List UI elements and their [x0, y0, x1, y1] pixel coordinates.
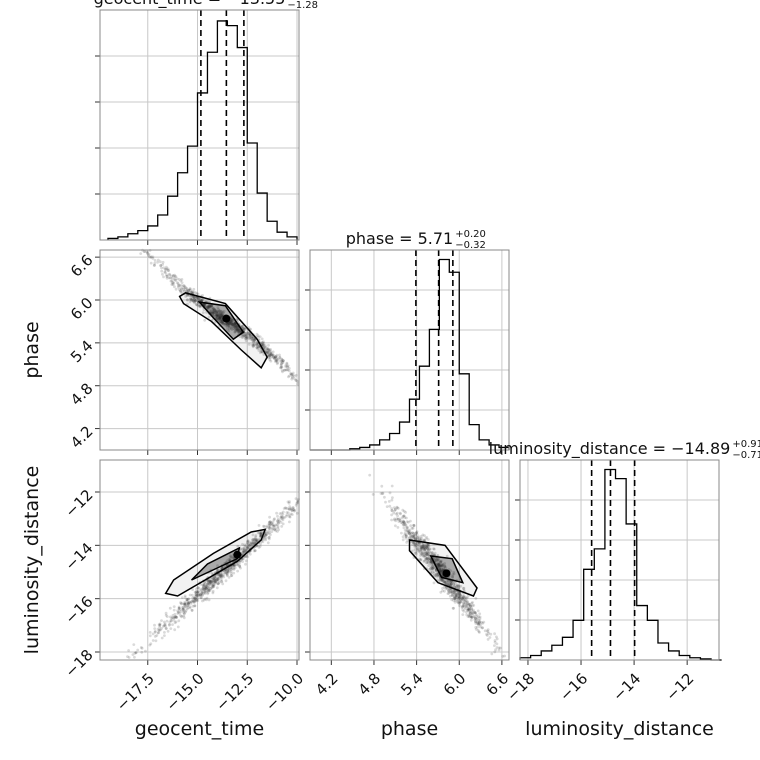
hist-geocent_time-bar-6	[168, 196, 178, 240]
hist-luminosity_distance-bar-7	[594, 549, 605, 660]
xtick-label-geocent_time-0: −17.5	[113, 670, 158, 715]
hist-geocent_time-bar-10	[207, 52, 217, 240]
hist-geocent_time-bar-2	[128, 234, 138, 240]
xtick-label-phase-2: 5.4	[397, 670, 427, 700]
hist-luminosity_distance-bar-6	[584, 569, 595, 660]
hist-phase-bar-17	[479, 440, 489, 450]
hist-geocent_time-bar-8	[188, 146, 198, 240]
hist-phase-bar-13	[439, 260, 449, 450]
panel-phase-luminosity_distance-frame	[309, 459, 510, 661]
panel-geocent_time-luminosity_distance-frame	[99, 459, 300, 661]
title-geocent_time-minus: −1.28	[287, 0, 318, 11]
hist-luminosity_distance-bar-15	[679, 655, 690, 660]
title-phase: phase = 5.71	[346, 229, 453, 248]
xtick-label-luminosity_distance-1: −16	[556, 670, 591, 705]
hist-phase-bar-8	[390, 433, 400, 450]
ylabel-2: luminosity_distance	[21, 466, 43, 655]
hist-geocent_time-bar-16	[267, 221, 277, 240]
hist-phase-bar-16	[469, 425, 479, 450]
hist-luminosity_distance-bar-1	[531, 655, 542, 660]
contour-phase-luminosity_distance-inner	[429, 555, 465, 584]
hist-geocent_time-bar-13	[237, 48, 247, 240]
ytick-label-phase-2: 5.4	[67, 337, 97, 367]
xtick-label-phase-1: 4.8	[355, 670, 385, 700]
hist-phase-bar-14	[449, 272, 459, 450]
hist-luminosity_distance-bar-4	[562, 637, 573, 660]
ytick-label-luminosity_distance-0: −12	[61, 486, 96, 521]
hist-luminosity_distance-bar-5	[573, 620, 584, 660]
title-luminosity_distance-minus: −0.71	[732, 450, 760, 461]
contour-geocent_time-luminosity_distance-outer	[164, 528, 267, 597]
hist-phase-bar-11	[419, 366, 429, 450]
hist-geocent_time-bar-7	[178, 173, 188, 240]
hist-geocent_time-bar-15	[257, 193, 267, 240]
hist-phase-bar-9	[400, 422, 410, 450]
title-luminosity_distance: luminosity_distance = −14.89	[489, 439, 731, 459]
contour-geocent_time-luminosity_distance-inner	[191, 546, 241, 581]
xtick-label-geocent_time-1: −15.0	[163, 670, 208, 715]
xtick-label-phase-3: 6.0	[440, 670, 470, 700]
hist-geocent_time-step	[107, 20, 298, 240]
peak-geocent_time-luminosity_distance	[233, 550, 242, 559]
xlabel-1: phase	[381, 718, 438, 740]
ytick-label-luminosity_distance-2: −16	[61, 592, 96, 627]
ytick-label-phase-1: 4.8	[67, 380, 97, 410]
hist-geocent_time-frame	[99, 9, 300, 241]
hist-luminosity_distance-bar-14	[669, 651, 680, 660]
hist-luminosity_distance-frame	[519, 459, 720, 661]
xtick-label-luminosity_distance-3: −12	[662, 670, 697, 705]
ylabel-1: phase	[21, 321, 43, 378]
hist-phase-bar-15	[459, 374, 469, 450]
hist-geocent_time-bar-17	[277, 232, 287, 240]
hist-luminosity_distance-bar-3	[552, 645, 563, 660]
hist-geocent_time-bar-5	[158, 215, 168, 240]
hist-phase-bar-10	[410, 399, 420, 450]
panel-geocent_time-luminosity_distance-points	[126, 497, 300, 659]
title-phase-plus: +0.20	[455, 229, 486, 240]
peak-geocent_time-phase	[222, 314, 231, 323]
xtick-label-luminosity_distance-2: −14	[609, 670, 644, 705]
hist-phase-step	[310, 258, 510, 451]
xlabel-0: geocent_time	[135, 718, 264, 740]
ytick-label-luminosity_distance-3: −18	[61, 646, 96, 681]
peak-phase-luminosity_distance	[442, 569, 451, 578]
hist-phase-bar-7	[380, 440, 390, 450]
hist-geocent_time-bar-9	[198, 93, 208, 240]
hist-phase-bar-6	[370, 445, 380, 450]
hist-luminosity_distance-bar-11	[637, 606, 648, 660]
panel-geocent_time-phase-frame	[99, 249, 300, 451]
xtick-label-luminosity_distance-0: −18	[503, 670, 538, 705]
title-phase-minus: −0.32	[455, 240, 486, 251]
hist-luminosity_distance-bar-9	[616, 479, 627, 660]
hist-luminosity_distance-bar-12	[647, 620, 658, 660]
xtick-label-phase-0: 4.2	[312, 670, 342, 700]
ytick-label-phase-4: 6.6	[67, 251, 97, 281]
hist-luminosity_distance-bar-2	[541, 651, 552, 660]
contour-geocent_time-phase-outer	[178, 292, 269, 370]
hist-phase-frame	[309, 249, 510, 451]
hist-geocent_time-bar-3	[138, 231, 148, 240]
xtick-label-geocent_time-3: −10.0	[262, 670, 307, 715]
title-luminosity_distance-plus: +0.91	[732, 439, 760, 450]
xlabel-2: luminosity_distance	[525, 718, 714, 740]
ytick-label-luminosity_distance-1: −14	[61, 539, 96, 574]
contour-geocent_time-phase-inner	[197, 301, 245, 341]
ytick-label-phase-3: 6.0	[67, 294, 97, 324]
hist-luminosity_distance-bar-13	[658, 643, 669, 660]
ytick-label-phase-0: 4.2	[67, 422, 97, 452]
xtick-label-geocent_time-2: −12.5	[212, 670, 257, 715]
title-geocent_time: geocent_time = −13.55	[94, 0, 286, 9]
hist-geocent_time-bar-4	[148, 226, 158, 240]
hist-luminosity_distance-step	[519, 468, 722, 661]
hist-geocent_time-bar-12	[227, 26, 237, 240]
hist-geocent_time-bar-14	[247, 143, 257, 240]
